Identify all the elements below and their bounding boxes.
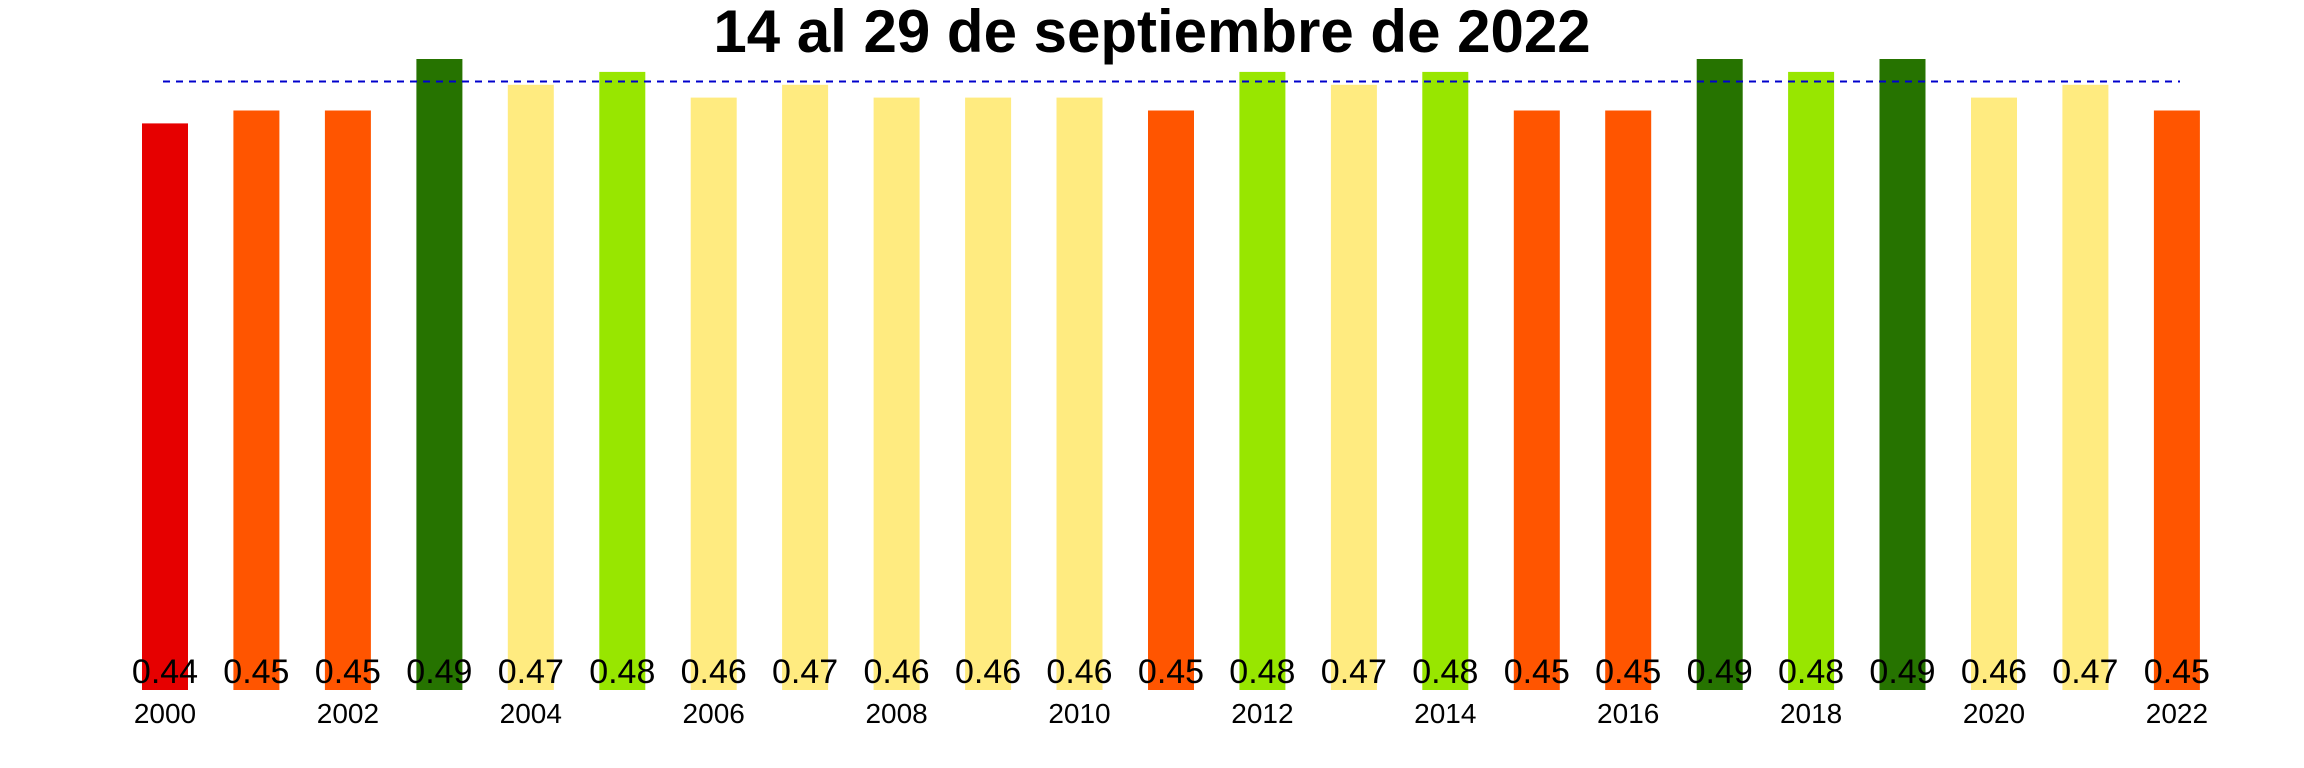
x-axis-ticks-group: 2000 2002 2004 2006 2008 2010 2012 2014 2016 2018… bbox=[134, 698, 2208, 729]
x-tick-2004: 2004 bbox=[500, 698, 562, 729]
bar-2015 bbox=[1513, 110, 1560, 690]
bars-group bbox=[142, 59, 2200, 691]
bar-2020 bbox=[1971, 97, 2017, 691]
value-label-2021: 0.47 bbox=[2052, 653, 2118, 691]
bar-2009 bbox=[965, 97, 1012, 691]
value-label-2007: 0.47 bbox=[772, 653, 838, 691]
value-label-2000: 0.44 bbox=[132, 653, 198, 691]
x-tick-2008: 2008 bbox=[865, 698, 927, 729]
x-tick-2012: 2012 bbox=[1231, 698, 1293, 729]
value-label-2005: 0.48 bbox=[589, 653, 655, 691]
bar-2008 bbox=[873, 97, 920, 691]
bar-2014 bbox=[1422, 71, 1469, 690]
value-label-2012: 0.48 bbox=[1229, 653, 1295, 691]
x-tick-2014: 2014 bbox=[1414, 698, 1476, 729]
value-label-2001: 0.45 bbox=[223, 653, 289, 691]
bar-2006 bbox=[690, 97, 737, 691]
value-label-2011: 0.45 bbox=[1138, 653, 1204, 691]
bar-2002 bbox=[324, 110, 371, 690]
value-label-2018: 0.48 bbox=[1778, 653, 1844, 691]
value-label-2003: 0.49 bbox=[406, 653, 472, 691]
x-tick-2000: 2000 bbox=[134, 698, 196, 729]
value-labels-group: 0.44 0.45 0.45 0.49 0.47 0.48 0.46 0.47 0.46 0.46… bbox=[132, 653, 2210, 691]
x-tick-2002: 2002 bbox=[317, 698, 379, 729]
value-label-2022: 0.45 bbox=[2144, 653, 2210, 691]
bar-2011 bbox=[1148, 110, 1194, 690]
bar-2001 bbox=[233, 110, 280, 690]
value-label-2010: 0.46 bbox=[1046, 653, 1112, 691]
bar-2010 bbox=[1056, 97, 1103, 691]
value-label-2013: 0.47 bbox=[1321, 653, 1387, 691]
value-label-2015: 0.45 bbox=[1504, 653, 1570, 691]
value-label-2002: 0.45 bbox=[315, 653, 381, 691]
bar-2022 bbox=[2153, 110, 2200, 690]
value-label-2009: 0.46 bbox=[955, 653, 1021, 691]
value-label-2014: 0.48 bbox=[1412, 653, 1478, 691]
bar-2013 bbox=[1330, 84, 1377, 691]
bar-2021 bbox=[2062, 84, 2109, 691]
bar-2004 bbox=[507, 84, 554, 691]
value-label-2004: 0.47 bbox=[498, 653, 564, 691]
chart-title: 14 al 29 de septiembre de 2022 bbox=[713, 0, 1590, 65]
bar-2019 bbox=[1879, 59, 1926, 690]
value-label-2020: 0.46 bbox=[1961, 653, 2027, 691]
value-label-2016: 0.45 bbox=[1595, 653, 1661, 691]
x-tick-2018: 2018 bbox=[1780, 698, 1842, 729]
value-label-2019: 0.49 bbox=[1869, 653, 1935, 691]
value-label-2008: 0.46 bbox=[864, 653, 930, 691]
bar-2017 bbox=[1696, 59, 1743, 690]
x-tick-2016: 2016 bbox=[1597, 698, 1659, 729]
bar-2000 bbox=[142, 123, 188, 690]
bar-2016 bbox=[1605, 110, 1652, 690]
bar-2012 bbox=[1239, 71, 1286, 690]
bar-2018 bbox=[1788, 71, 1835, 690]
bar-2007 bbox=[782, 84, 829, 691]
x-tick-2010: 2010 bbox=[1048, 698, 1110, 729]
value-label-2017: 0.49 bbox=[1687, 653, 1753, 691]
x-tick-2022: 2022 bbox=[2146, 698, 2208, 729]
x-tick-2020: 2020 bbox=[1963, 698, 2025, 729]
bar-2005 bbox=[599, 71, 646, 690]
value-label-2006: 0.46 bbox=[681, 653, 747, 691]
x-tick-2006: 2006 bbox=[683, 698, 745, 729]
bar-2003 bbox=[416, 59, 463, 690]
